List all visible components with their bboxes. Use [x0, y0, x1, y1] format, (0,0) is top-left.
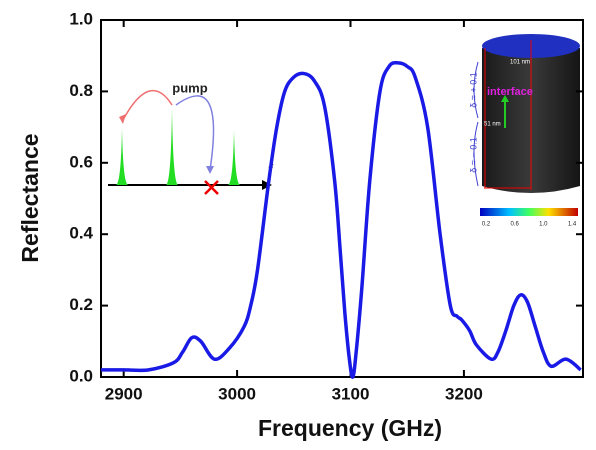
top-dim: 101 nm — [510, 60, 530, 66]
x-tick-label: 3100 — [332, 384, 370, 403]
y-tick-label: 0.0 — [69, 366, 93, 385]
y-tick-label: 0.2 — [69, 295, 93, 314]
x-tick-label: 3000 — [218, 384, 256, 403]
interface-label: interface — [487, 86, 533, 98]
colorbar-label: 1.0 — [539, 222, 548, 228]
pump-inset: pump f — [108, 80, 274, 195]
colorbar-label: 0.2 — [482, 222, 491, 228]
cylinder-inset: 101 nm interface 51 nm δ = + 0.1 δ = − 0… — [468, 34, 580, 216]
colorbar-labels: 0.2 0.6 1.0 1.4 — [482, 222, 577, 228]
y-tick-label: 0.6 — [69, 152, 93, 171]
y-tick-label: 0.8 — [69, 81, 93, 100]
colorbar-label: 0.6 — [510, 222, 519, 228]
x-tick-label: 3200 — [445, 384, 483, 403]
data-line — [101, 60, 582, 379]
plot-frame — [100, 19, 584, 378]
bottom-dim: 40 nm — [488, 193, 505, 199]
delta-minus: δ = − 0.1 — [468, 137, 478, 173]
x-tick-label: 2900 — [105, 384, 143, 403]
pump-label: pump — [172, 80, 207, 95]
colorbar-label: 1.4 — [568, 222, 577, 228]
mid-dim: 51 nm — [484, 122, 501, 128]
x-axis-title: Frequency (GHz) — [258, 415, 442, 441]
delta-plus: δ = + 0.1 — [468, 72, 478, 108]
y-axis-title: Reflectance — [17, 133, 43, 262]
y-tick-label: 1.0 — [69, 9, 93, 28]
y-tick-label: 0.4 — [69, 224, 93, 243]
